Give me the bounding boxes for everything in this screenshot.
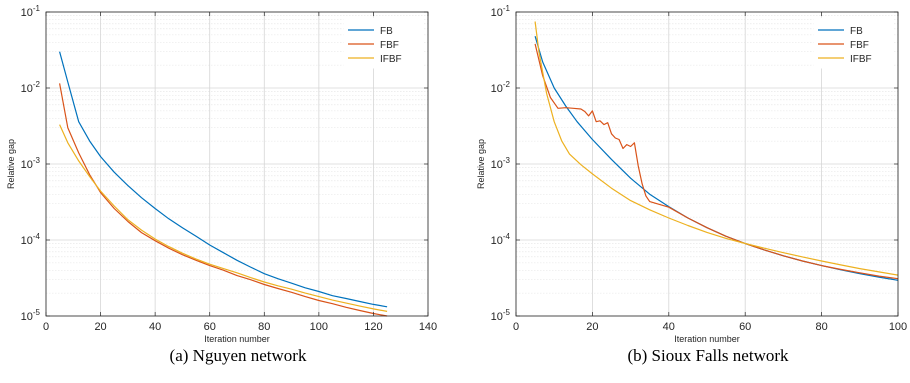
legend-label-ifbf: IFBF: [850, 54, 872, 65]
x-tick-label: 140: [419, 321, 437, 333]
x-axis-label: Iteration number: [204, 334, 270, 344]
x-tick-label: 40: [149, 321, 161, 333]
caption-nguyen: (a) Nguyen network: [169, 346, 307, 365]
caption-sioux-falls: (b) Sioux Falls network: [627, 346, 789, 365]
x-tick-label: 0: [513, 321, 519, 333]
x-tick-label: 20: [94, 321, 106, 333]
x-tick-label: 100: [310, 321, 328, 333]
series-line-ifbf: [534, 21, 899, 276]
legend-box: [813, 17, 893, 69]
legend-label-fbf: FBF: [380, 40, 399, 51]
x-tick-label: 20: [586, 321, 598, 333]
x-tick-label: 0: [43, 321, 49, 333]
x-tick-label: 80: [258, 321, 270, 333]
legend-label-ifbf: IFBF: [380, 54, 402, 65]
y-axis-label: Relative gap: [476, 139, 486, 189]
y-tick-label: 10-1: [21, 4, 41, 19]
x-tick-label: 60: [739, 321, 751, 333]
legend-label-fbf: FBF: [850, 40, 869, 51]
y-tick-label: 10-5: [491, 308, 511, 323]
chart-1: 0 20 40 60 80 100 10-5 10-4 10-3 10-2 10-1 Iteratio…: [476, 4, 907, 344]
legend-box: [343, 17, 423, 69]
x-axis-label: Iteration number: [674, 334, 740, 344]
y-axis-label: Relative gap: [6, 139, 16, 189]
chart-0: 0 20 40 60 80 100 120 140 10-5 10-4 10-3 10-2 10-1 It…: [6, 4, 437, 344]
y-tick-label: 10-2: [21, 80, 41, 95]
y-tick-label: 10-2: [491, 80, 511, 95]
x-tick-label: 100: [889, 321, 907, 333]
x-tick-label: 60: [204, 321, 216, 333]
y-tick-label: 10-4: [21, 232, 41, 247]
series-line-fbf: [59, 83, 388, 317]
legend-label-fb: FB: [850, 26, 863, 37]
y-tick-label: 10-3: [21, 156, 41, 171]
y-tick-label: 10-1: [491, 4, 511, 19]
x-tick-label: 120: [364, 321, 382, 333]
y-tick-label: 10-5: [21, 308, 41, 323]
x-tick-label: 80: [815, 321, 827, 333]
series-line-fbf: [534, 43, 899, 280]
series-line-fb: [59, 51, 388, 308]
series-line-ifbf: [59, 124, 388, 312]
x-tick-label: 40: [663, 321, 675, 333]
legend-label-fb: FB: [380, 26, 393, 37]
y-tick-label: 10-3: [491, 156, 511, 171]
y-tick-label: 10-4: [491, 232, 511, 247]
